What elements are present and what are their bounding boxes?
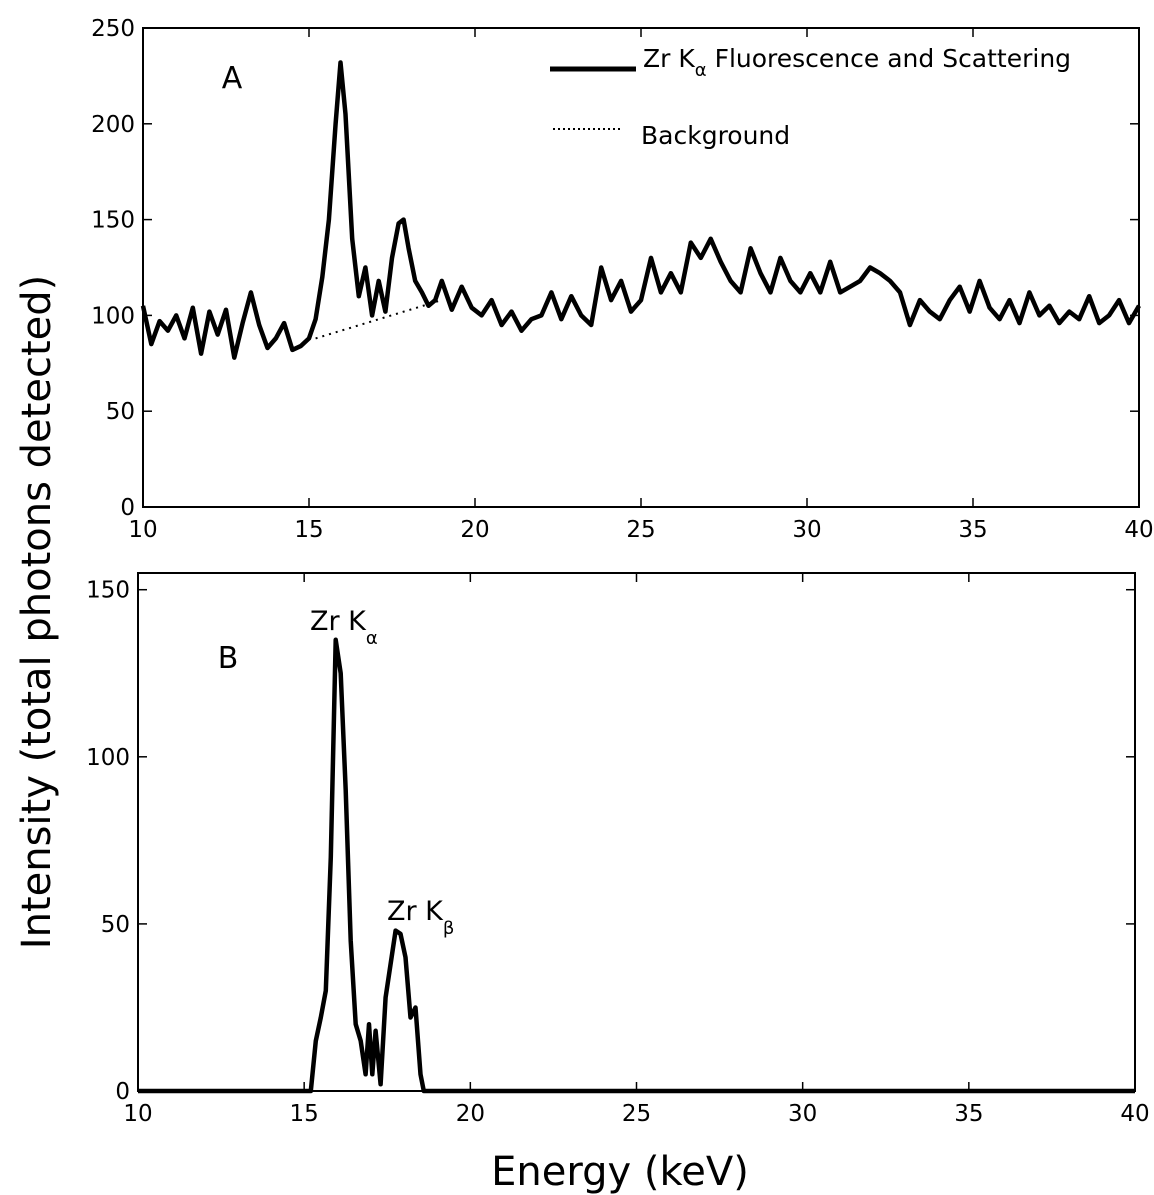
panel-a-x-tick-label: 35 [958, 517, 987, 543]
panel-a-ticks: 10 15 20 25 30 35 40 0 50 100 150 200 250 [91, 16, 1154, 543]
panel-a: 10 15 20 25 30 35 40 0 50 100 150 200 250 A Zr Kα Fl… [91, 16, 1154, 543]
x-axis-title: Energy (keV) [491, 1149, 749, 1195]
panel-b-x-tick-label: 40 [1120, 1101, 1149, 1127]
y-axis-title: Intensity (total photons detected) [14, 275, 60, 949]
panel-a-x-tick-label: 15 [294, 517, 323, 543]
panel-b-label: B [218, 641, 239, 676]
panel-b-y-tick-label: 150 [86, 578, 130, 604]
panel-b-y-tick-label: 100 [86, 745, 130, 771]
panel-b-series-signal [138, 637, 1135, 1094]
panel-a-y-tick-label: 250 [91, 16, 135, 42]
panel-a-series [140, 60, 1141, 360]
panel-b-y-tick-label: 50 [101, 912, 130, 938]
panel-a-x-tick-label: 30 [792, 517, 821, 543]
panel-b-x-tick-label: 20 [456, 1101, 485, 1127]
panel-b-x-tick-label: 30 [788, 1101, 817, 1127]
panel-b-y-tick-label: 0 [115, 1079, 130, 1105]
panel-a-y-tick-label: 200 [91, 112, 135, 138]
panel-b-series [138, 637, 1135, 1094]
panel-a-label: A [222, 61, 243, 96]
panel-b-x-tick-label: 35 [954, 1101, 983, 1127]
peak-label-zr-kalpha: Zr Kα [310, 606, 378, 649]
legend-entry-fluorescence: Zr Kα Fluorescence and Scattering [643, 44, 1071, 81]
legend-entry-background: Background [641, 121, 790, 150]
panel-b: 10 15 20 25 30 35 40 0 50 100 150 B Zr Kα Zr Kβ [86, 572, 1150, 1127]
legend: Zr Kα Fluorescence and Scattering Backgr… [550, 44, 1071, 150]
panel-a-x-tick-label: 20 [460, 517, 489, 543]
panel-b-x-tick-label: 15 [290, 1101, 319, 1127]
panel-a-y-tick-label: 50 [106, 399, 135, 425]
panel-b-frame [137, 572, 1136, 1092]
panel-a-y-tick-label: 150 [91, 208, 135, 234]
peak-label-zr-kbeta: Zr Kβ [387, 896, 454, 939]
panel-a-series-signal [140, 60, 1141, 360]
panel-a-x-tick-label: 40 [1124, 517, 1153, 543]
panel-a-x-tick-label: 25 [626, 517, 655, 543]
panel-b-ticks: 10 15 20 25 30 35 40 0 50 100 150 [86, 573, 1150, 1127]
panel-b-x-tick-label: 25 [622, 1101, 651, 1127]
panel-a-y-tick-label: 100 [91, 303, 135, 329]
panel-a-y-tick-label: 0 [120, 495, 135, 521]
panel-a-frame [142, 27, 1140, 508]
panel-a-series-background [315, 299, 443, 340]
panel-a-x-tick-label: 10 [128, 517, 157, 543]
panel-b-x-tick-label: 10 [123, 1101, 152, 1127]
